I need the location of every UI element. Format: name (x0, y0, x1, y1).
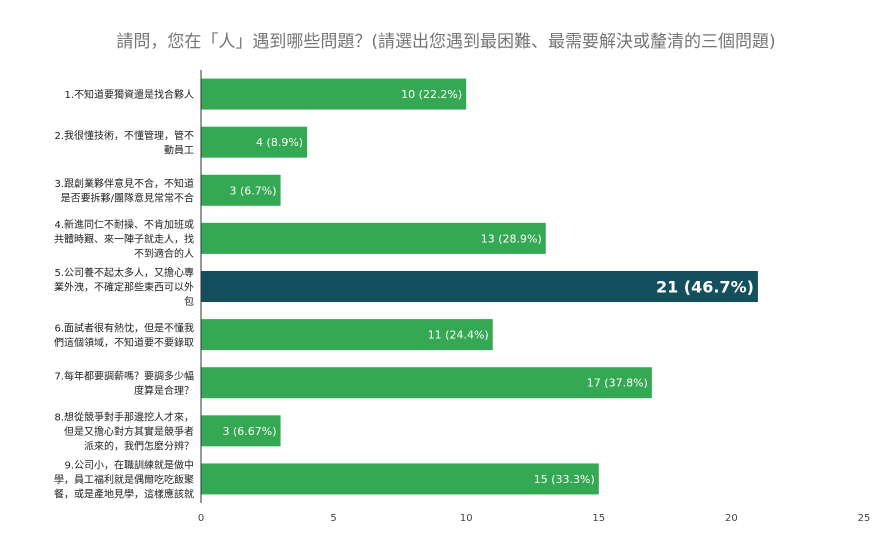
bar (201, 174, 281, 206)
data-label: 4 (8.9%) (256, 136, 303, 149)
data-label: 11 (24.4%) (428, 329, 489, 342)
category-label: 餐，或是產地見學，這樣應該就 (54, 487, 194, 500)
bar (201, 463, 599, 495)
category-label: 4.新進同仁不耐操、不肯加班或 (54, 218, 194, 231)
category-label: 1.不知道要獨資還是找合夥人 (64, 88, 194, 101)
category-label: 不到適合的人 (134, 247, 194, 260)
category-label: 度算是合理？ (134, 384, 194, 397)
category-label: 業外洩，不確定那些東西可以外 (54, 281, 194, 294)
bar (201, 367, 652, 399)
data-label: 10 (22.2%) (401, 88, 462, 101)
data-label: 21 (46.7%) (656, 278, 754, 297)
data-label: 17 (37.8%) (587, 377, 648, 390)
category-label: 3.跟創業夥伴意見不合，不知道 (54, 177, 194, 190)
category-label: 學，員工福利就是偶爾吃吃飯聚 (54, 473, 194, 486)
x-tick-label: 5 (330, 513, 336, 524)
chart-title: 請問，您在「人」遇到哪些問題？(請選出您遇到最困難、最需要解決或釐清的三個問題) (116, 32, 775, 52)
data-label: 15 (33.3%) (534, 473, 595, 486)
category-label: 6.面試者很有熱忱，但是不懂我 (54, 321, 194, 334)
category-label: 2.我很懂技術，不懂管理，管不 (54, 129, 194, 142)
bar (201, 319, 493, 351)
category-label: 包 (184, 295, 194, 308)
category-label: 9.公司小，在職訓練就是做中 (64, 458, 194, 471)
x-tick-label: 0 (198, 513, 204, 524)
x-tick-label: 10 (460, 513, 473, 524)
data-label: 3 (6.7%) (230, 184, 277, 197)
data-label: 3 (6.67%) (223, 425, 277, 438)
category-label: 8.想從競爭對手那邊挖人才來， (54, 410, 194, 423)
bar (201, 222, 546, 254)
x-tick-label: 20 (725, 513, 738, 524)
x-tick-label: 25 (858, 513, 871, 524)
bar (201, 78, 467, 110)
category-label: 動員工 (164, 143, 194, 156)
category-label: 是否要拆夥/團隊意見常常不合 (61, 192, 194, 205)
bar (201, 415, 281, 447)
category-label: 們這個領域，不知道要不要錄取 (54, 336, 194, 349)
bar (201, 271, 758, 302)
category-label: 5.公司養不起太多人，又擔心專 (54, 266, 194, 279)
category-label: 但是又擔心對方其實是競爭者 (64, 425, 194, 438)
category-label: 共體時艱、來一陣子就走人，找 (54, 232, 194, 245)
category-label: 派來的，我們怎麼分辨？ (84, 439, 194, 452)
x-tick-label: 15 (592, 513, 605, 524)
plot-area: 10 (22.2%) 1.不知道要獨資還是找合夥人 4 (8.9%) 2.我很懂技術，… (54, 70, 870, 524)
data-label: 13 (28.9%) (481, 232, 542, 245)
bar (201, 126, 308, 158)
category-label: 7.每年都要調薪嗎？要調多少幅 (54, 369, 194, 382)
